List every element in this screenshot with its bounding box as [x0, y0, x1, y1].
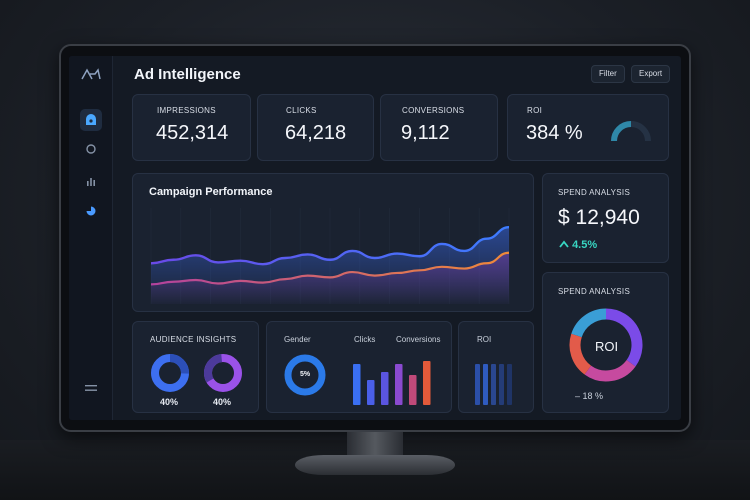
bar-3	[395, 364, 403, 405]
bar-0	[353, 364, 361, 405]
kpi-card-impressions[interactable]: IMPRESSIONS 452,314	[132, 94, 251, 161]
card-title: SPEND ANALYSIS	[558, 287, 631, 296]
screen: Ad Intelligence Filter Export IMPRESSION…	[69, 56, 681, 420]
bar-5	[423, 361, 431, 405]
gender-label: Gender	[284, 335, 311, 344]
line-series-0	[150, 226, 510, 266]
kpi-card-roi[interactable]: ROI 384 %	[507, 94, 669, 161]
kpi-label: CONVERSIONS	[402, 106, 465, 115]
circle-icon	[86, 144, 96, 154]
roi-small-card: ROI	[458, 321, 534, 413]
bar-2	[491, 364, 496, 405]
card-title: Campaign Performance	[149, 186, 273, 198]
spend-analysis-card: SPEND ANALYSIS $ 12,940 4.5%	[542, 173, 669, 263]
gender-center-value: 5%	[299, 371, 311, 378]
kpi-label: ROI	[527, 106, 543, 115]
donut-slice-1	[584, 359, 636, 382]
bar-1	[483, 364, 488, 405]
kpi-value: 64,218	[285, 122, 347, 144]
bar-1	[367, 380, 375, 405]
bar-3	[499, 364, 504, 405]
kpi-value: 9,112	[401, 122, 450, 144]
campaign-performance-card: Campaign Performance	[132, 173, 534, 312]
sidebar	[69, 56, 113, 420]
line-series-1	[150, 251, 510, 286]
pie-chart-icon	[86, 206, 96, 216]
trend-up-icon	[559, 240, 569, 248]
sidebar-item-analytics[interactable]	[80, 170, 102, 192]
donut-slice-3	[571, 308, 607, 338]
bar-0	[475, 364, 480, 405]
bar-4	[409, 375, 417, 405]
monitor-base	[295, 455, 455, 475]
spend-change: 4.5%	[559, 239, 597, 251]
page-title: Ad Intelligence	[134, 66, 241, 83]
card-title: SPEND ANALYSIS	[558, 188, 631, 197]
sidebar-item-dashboard[interactable]	[80, 109, 102, 131]
bar-4	[507, 364, 512, 405]
roi-change: – 18 %	[575, 391, 604, 401]
gender-card: Gender Clicks Conversions 5%	[266, 321, 452, 413]
roi-gauge	[611, 121, 651, 142]
roi-donut-chart	[569, 308, 643, 382]
spend-analysis-roi-card: SPEND ANALYSIS ROI – 18 %	[542, 272, 669, 413]
kpi-label: CLICKS	[286, 106, 317, 115]
kpi-label: IMPRESSIONS	[157, 106, 216, 115]
gender-donut	[284, 354, 326, 396]
kpi-card-clicks[interactable]: CLICKS 64,218	[257, 94, 374, 161]
bar-2	[381, 372, 389, 405]
kpi-value: 452,314	[156, 122, 229, 144]
kpi-card-conversions[interactable]: CONVERSIONS 9,112	[380, 94, 498, 161]
kpi-value: 384 %	[526, 122, 583, 144]
filter-button[interactable]: Filter	[591, 65, 625, 83]
spend-value: $ 12,940	[558, 206, 640, 229]
audience-value: 40%	[213, 397, 232, 407]
clicks-conversions-bar-chart	[353, 361, 431, 405]
donut-slice-2	[569, 333, 592, 375]
bar-chart-icon	[87, 178, 95, 186]
roi-center-label: ROI	[594, 339, 619, 354]
donut-slice-0	[605, 308, 643, 367]
monitor-neck	[347, 432, 403, 458]
roi-small-bar-chart	[475, 364, 512, 405]
card-title: AUDIENCE INSIGHTS	[150, 335, 237, 344]
dashboard-icon	[86, 114, 96, 125]
roi-gauge-fill	[611, 121, 632, 142]
audience-insights-card: AUDIENCE INSIGHTS 40% 40%	[132, 321, 259, 413]
conversions-label: Conversions	[396, 335, 441, 344]
logo-icon	[81, 68, 101, 80]
clicks-label: Clicks	[354, 335, 376, 344]
audience-donut-0	[151, 354, 189, 392]
spend-change-value: 4.5%	[572, 239, 598, 251]
export-button[interactable]: Export	[631, 65, 671, 83]
roi-small-label: ROI	[477, 335, 492, 344]
audience-value: 40%	[160, 397, 179, 407]
menu-icon[interactable]	[84, 384, 98, 392]
sidebar-item-reports[interactable]	[80, 200, 102, 222]
campaign-chart	[150, 208, 510, 304]
sidebar-item-audience[interactable]	[80, 138, 102, 160]
audience-donut-1	[204, 354, 242, 392]
